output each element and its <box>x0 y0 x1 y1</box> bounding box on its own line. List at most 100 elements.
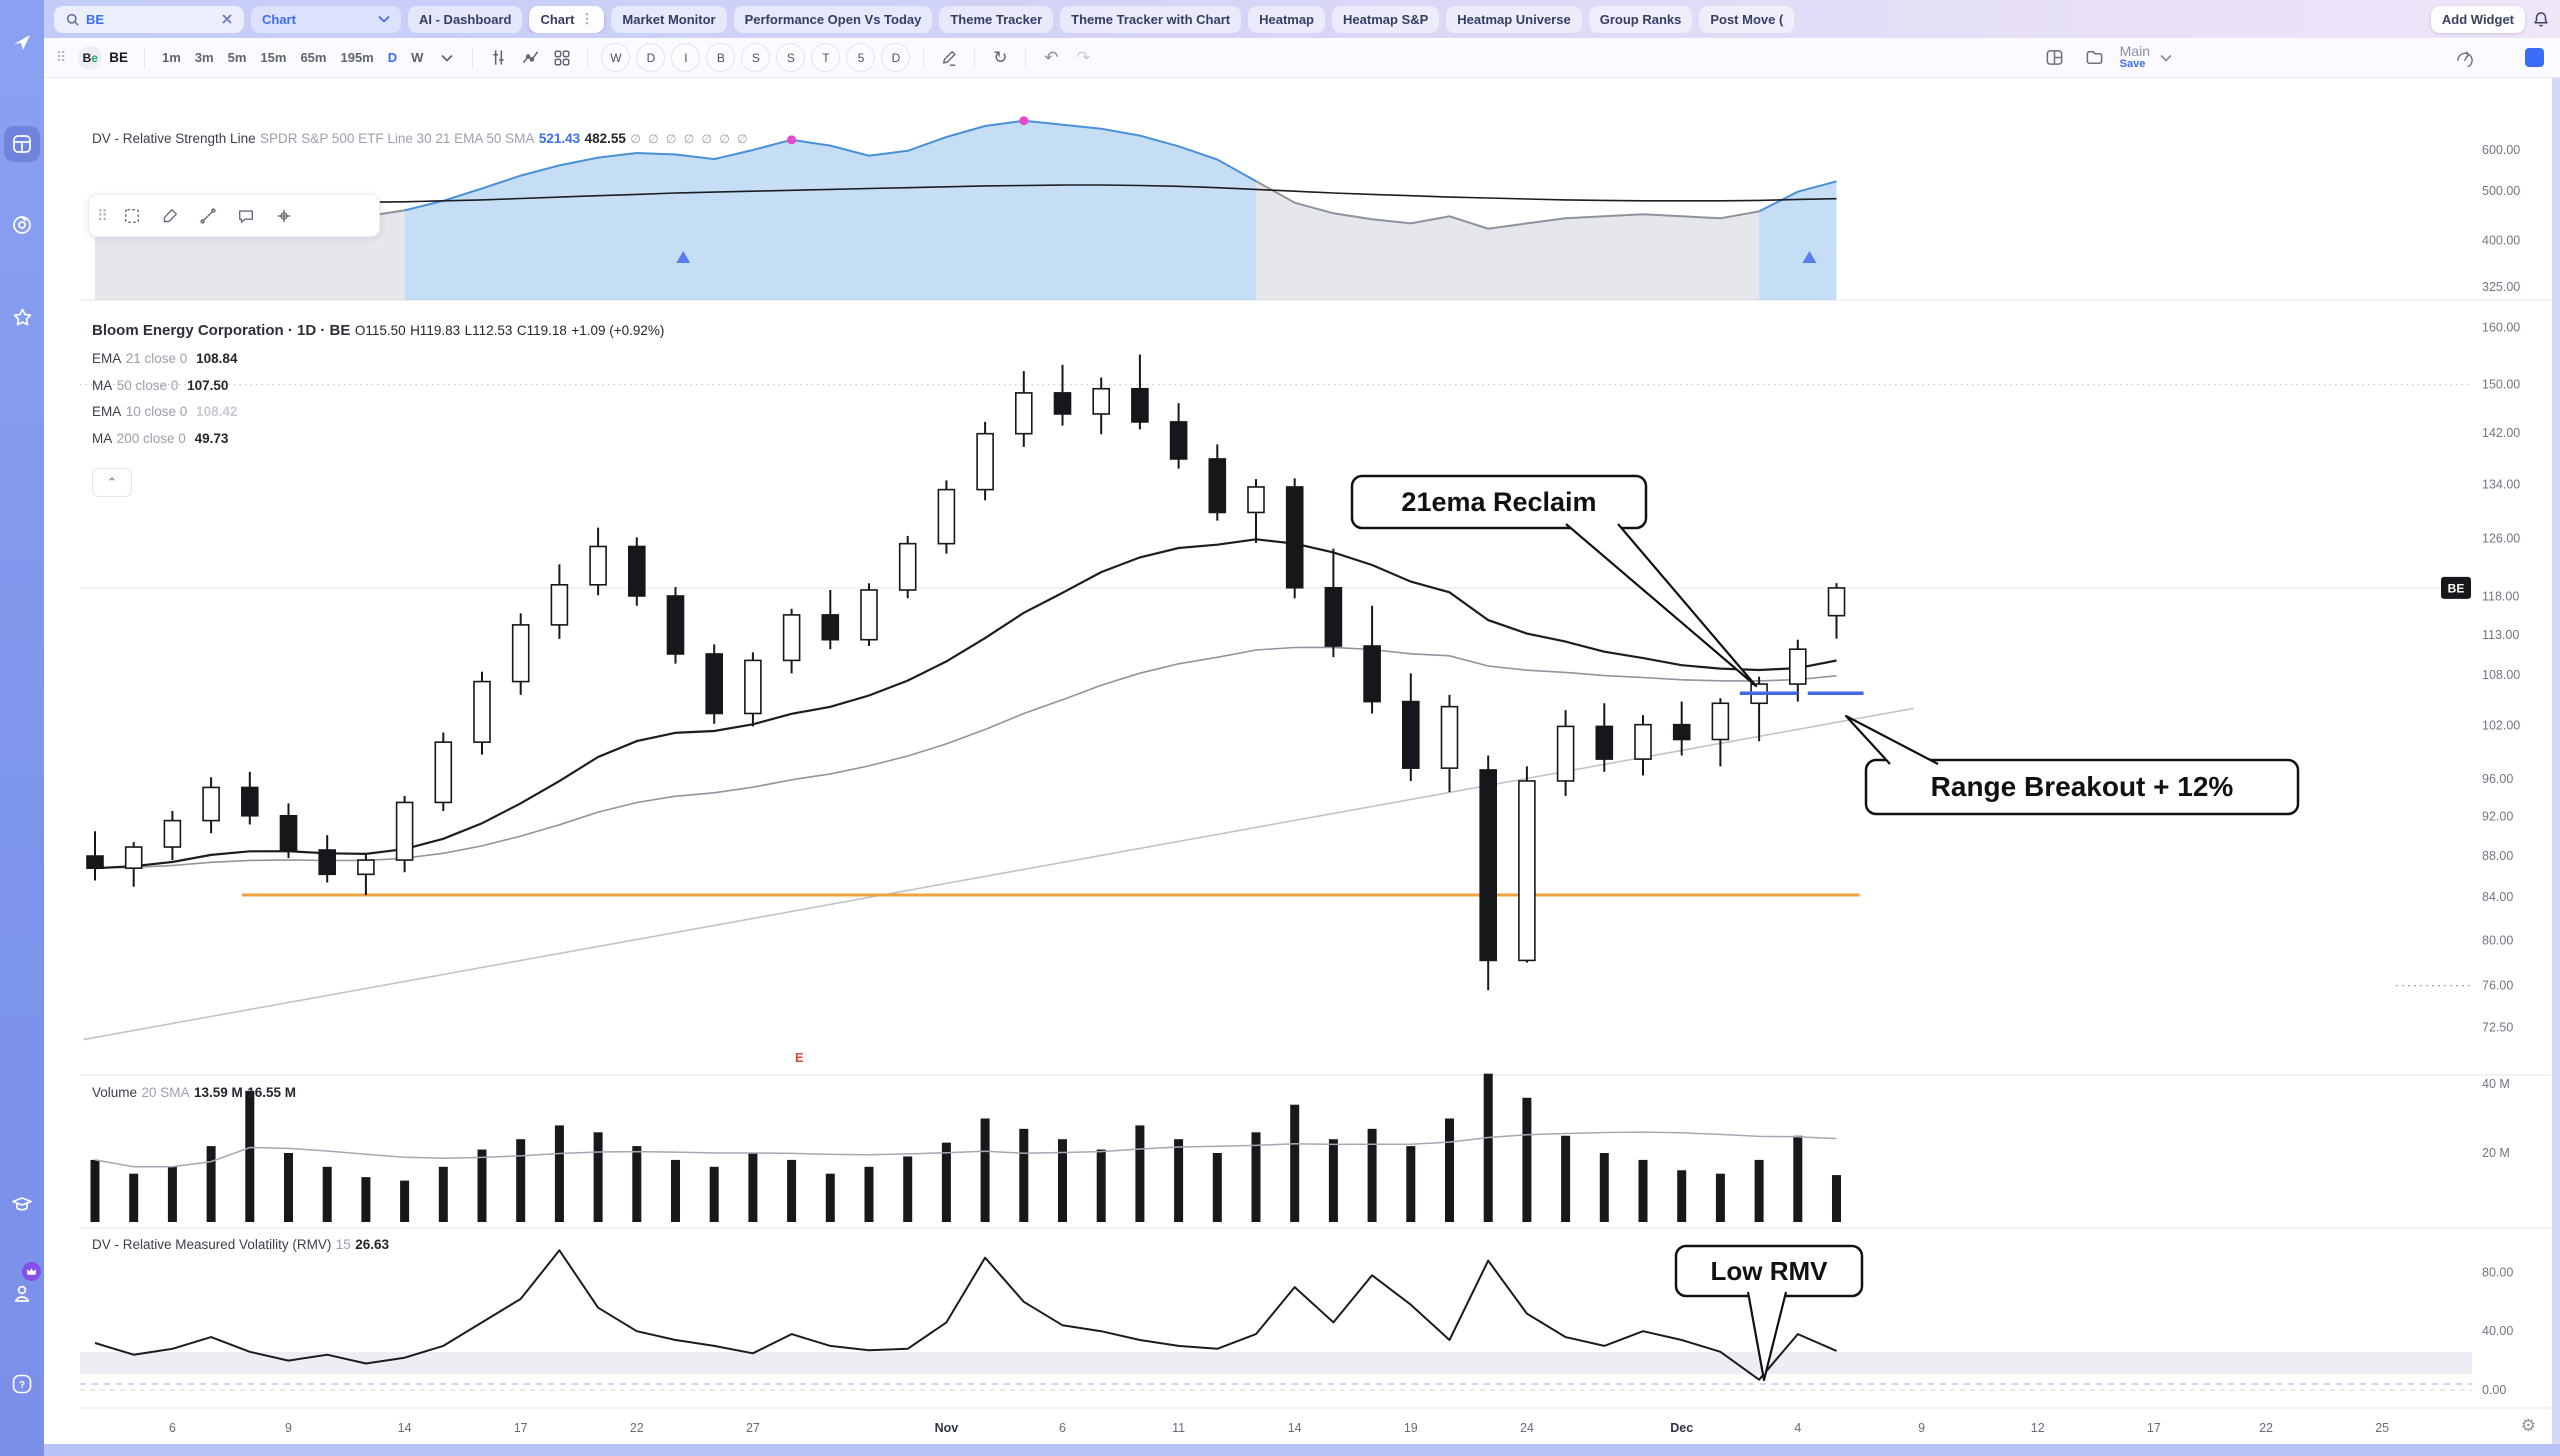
preset-button-w-0[interactable]: W <box>601 43 631 72</box>
symbol-search-input[interactable]: BE <box>54 5 244 33</box>
svg-text:22: 22 <box>630 1421 644 1435</box>
timeframe-d[interactable]: D <box>387 50 398 65</box>
layout-save-button[interactable]: Save <box>2119 57 2146 70</box>
timeframe-strip: 1m 3m 5m 15m 65m 195m D W <box>155 46 430 69</box>
sidebar-item-scan[interactable] <box>0 214 44 236</box>
symbol-logo: Be <box>78 45 103 70</box>
tab-post-move[interactable]: Post Move ( <box>1699 5 1795 33</box>
indicator-params: 200 close 0 <box>116 430 186 446</box>
svg-text:0.00: 0.00 <box>2482 1383 2506 1397</box>
redo-button[interactable]: ↷ <box>1076 47 1091 67</box>
callout-tool[interactable] <box>229 199 263 233</box>
timeframe-65m[interactable]: 65m <box>300 50 327 65</box>
timeframe-15m[interactable]: 15m <box>260 50 287 65</box>
tab-heatmap-universe[interactable]: Heatmap Universe <box>1446 5 1582 33</box>
preset-button-s-5[interactable]: S <box>776 43 806 72</box>
tab-group-ranks[interactable]: Group Ranks <box>1588 5 1693 33</box>
indicator-name: EMA <box>92 351 122 366</box>
callout-low-rmv[interactable] <box>1674 1244 1864 1382</box>
edit-button[interactable] <box>934 43 964 73</box>
indicator-row-ma-200-close-0[interactable]: MA 200 close 0 49.73 <box>92 430 237 448</box>
tab-heatmap[interactable]: Heatmap <box>1248 5 1326 33</box>
pane-layout-button[interactable] <box>2040 43 2070 73</box>
chart-settings-gear-icon[interactable]: ⚙ <box>2520 1416 2536 1435</box>
layout-grid-button[interactable] <box>547 43 577 73</box>
drag-handle-icon[interactable]: ⠿ <box>56 49 67 65</box>
callout-range-breakout-12[interactable] <box>1844 714 2300 816</box>
tab-theme-tracker-with-chart[interactable]: Theme Tracker with Chart <box>1060 5 1242 33</box>
indicator-row-ema-21-close-0[interactable]: EMA 21 close 0 108.84 <box>92 350 237 368</box>
horizontal-scrollbar[interactable] <box>44 1444 2560 1456</box>
timeframe-more-dropdown[interactable] <box>432 43 462 73</box>
preset-button-s-4[interactable]: S <box>741 43 771 72</box>
load-layout-button[interactable] <box>2080 43 2110 73</box>
indicator-value: 49.73 <box>194 430 229 446</box>
sidebar-item-dashboard[interactable] <box>4 126 40 162</box>
svg-text:Nov: Nov <box>935 1421 959 1435</box>
svg-text:20 M: 20 M <box>2482 1146 2510 1160</box>
tab-performance-open-vs-today[interactable]: Performance Open Vs Today <box>733 5 933 33</box>
refresh-button[interactable]: ↻ <box>993 47 1008 67</box>
sidebar-item-profile[interactable] <box>0 1282 44 1306</box>
tab-heatmap-s-p[interactable]: Heatmap S&P <box>1332 5 1440 33</box>
drawing-toolbar[interactable]: ⠿ <box>88 194 380 237</box>
timeframe-195m[interactable]: 195m <box>340 50 374 65</box>
sidebar-item-watchlist[interactable] <box>0 306 44 329</box>
tab-label: Chart <box>540 11 575 27</box>
svg-text:14: 14 <box>1288 1421 1302 1435</box>
add-widget-button[interactable]: Add Widget <box>2430 5 2525 33</box>
search-value: BE <box>86 11 105 27</box>
tab-options-icon[interactable]: ⋮ <box>580 11 594 26</box>
preset-button-d-8[interactable]: D <box>881 43 911 72</box>
indicator-name: EMA <box>92 404 122 419</box>
indicator-row-ema-10-close-0[interactable]: EMA 10 close 0 108.42 <box>92 403 237 421</box>
preset-button-i-2[interactable]: I <box>671 43 701 72</box>
notifications-button[interactable] <box>2532 10 2550 29</box>
trendline-tool[interactable] <box>191 199 225 233</box>
timeframe-1m[interactable]: 1m <box>162 50 181 65</box>
replay-button[interactable] <box>2449 43 2479 73</box>
collapse-indicators-button[interactable]: ⌃ <box>92 468 132 497</box>
tab-chart[interactable]: Chart ⋮ <box>529 5 605 33</box>
clear-search-icon[interactable] <box>221 13 233 25</box>
chart-canvas[interactable]: E600.00500.00400.00325.00160.00150.00142… <box>44 78 2560 1456</box>
line-tools-button[interactable] <box>515 43 545 73</box>
long-term-ma-line <box>83 707 1915 1041</box>
timeframe-3m[interactable]: 3m <box>194 50 214 65</box>
search-icon <box>66 13 79 26</box>
active-widget-indicator[interactable] <box>2525 48 2544 67</box>
timeframe-5m[interactable]: 5m <box>227 50 247 65</box>
symbol-chip[interactable]: Be BE <box>78 45 128 70</box>
sidebar-item-help[interactable]: ? <box>0 1372 44 1396</box>
callout-21ema-reclaim[interactable] <box>1350 474 1758 688</box>
brush-tool[interactable] <box>153 199 187 233</box>
measure-tool[interactable] <box>267 199 301 233</box>
svg-text:Dec: Dec <box>1670 1421 1693 1435</box>
preset-button-b-3[interactable]: B <box>706 43 736 72</box>
sidebar-item-education[interactable] <box>0 1192 44 1216</box>
indicator-settings-button[interactable] <box>483 43 513 73</box>
tab-ai-dashboard[interactable]: AI - Dashboard <box>408 5 523 33</box>
premium-crown-badge <box>22 1262 41 1281</box>
svg-text:134.00: 134.00 <box>2482 477 2520 491</box>
preset-button-t-6[interactable]: T <box>811 43 841 72</box>
indicator-row-ma-50-close-0[interactable]: MA 50 close 0 107.50 <box>92 377 237 395</box>
svg-text:Range Breakout + 12%: Range Breakout + 12% <box>1931 771 2234 802</box>
preset-button-d-1[interactable]: D <box>636 43 666 72</box>
curve-icon <box>522 51 539 64</box>
svg-text:25: 25 <box>2375 1421 2389 1435</box>
layout-chevron-icon[interactable] <box>2160 54 2172 62</box>
drawing-toolbar-drag-icon[interactable]: ⠿ <box>97 207 109 225</box>
app-logo-icon[interactable] <box>0 30 44 54</box>
svg-text:12: 12 <box>2031 1421 2045 1435</box>
tab-theme-tracker[interactable]: Theme Tracker <box>939 5 1054 33</box>
layout-name[interactable]: Main Save <box>2119 44 2150 71</box>
volume-sma-line <box>94 1131 1837 1168</box>
preset-button-5-7[interactable]: 5 <box>846 43 876 72</box>
undo-button[interactable]: ↶ <box>1044 47 1059 67</box>
timeframe-w[interactable]: W <box>411 50 424 65</box>
select-rect-tool[interactable] <box>115 199 149 233</box>
tab-market-monitor[interactable]: Market Monitor <box>611 5 727 33</box>
view-type-dropdown[interactable]: Chart <box>251 5 401 33</box>
candlestick-series <box>86 354 1846 991</box>
